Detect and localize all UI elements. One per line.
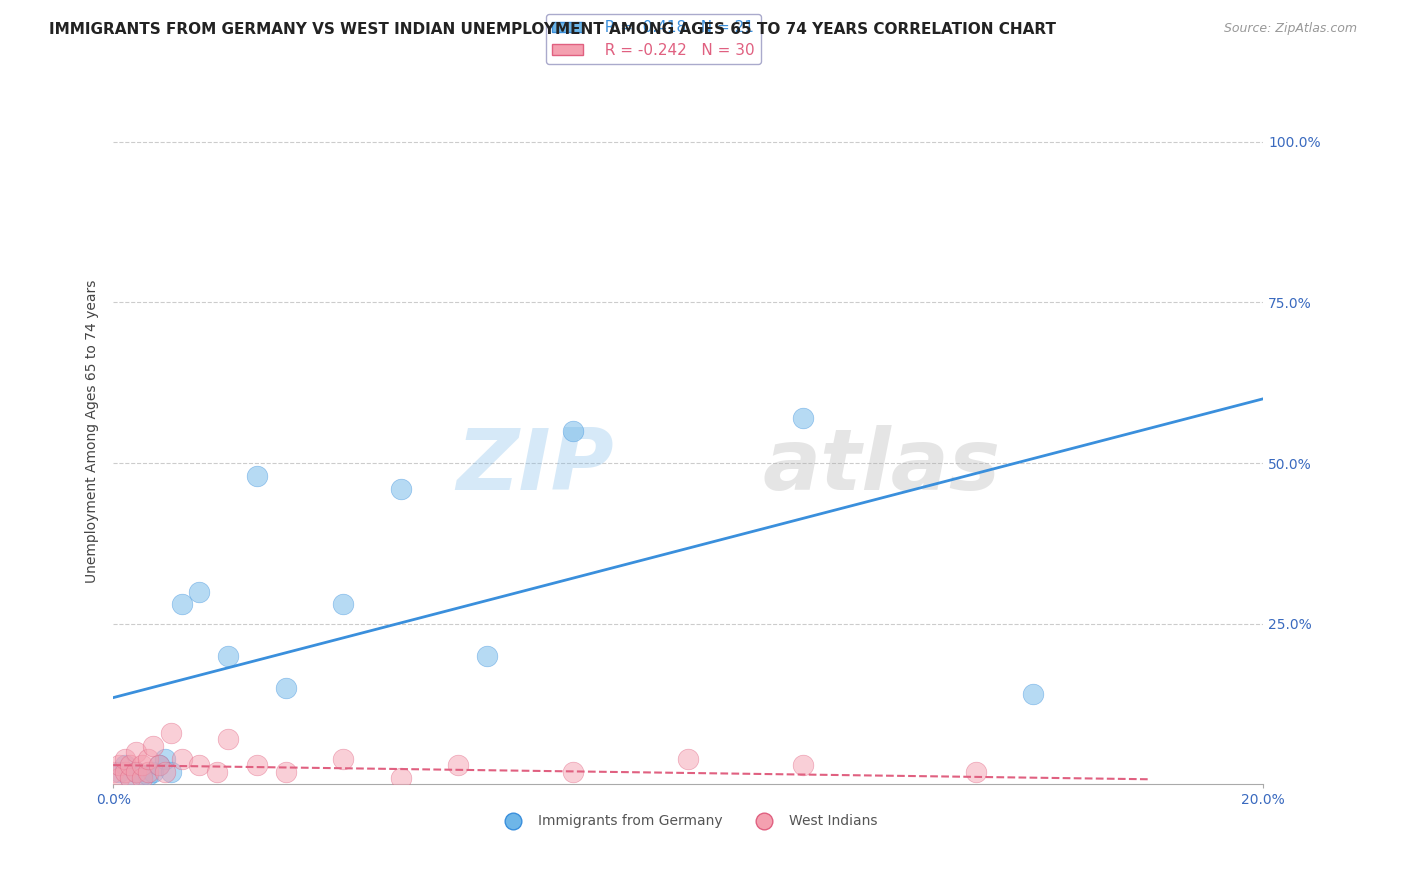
- Point: [274, 764, 297, 779]
- Point: [131, 771, 153, 785]
- Point: [120, 771, 142, 785]
- Point: [246, 758, 269, 772]
- Point: [131, 758, 153, 772]
- Point: [792, 411, 814, 425]
- Point: [153, 752, 176, 766]
- Point: [274, 681, 297, 695]
- Point: [332, 752, 354, 766]
- Text: ZIP: ZIP: [456, 425, 613, 508]
- Point: [148, 758, 170, 772]
- Point: [188, 758, 211, 772]
- Text: atlas: atlas: [763, 425, 1001, 508]
- Point: [172, 752, 194, 766]
- Point: [389, 771, 412, 785]
- Legend: Immigrants from Germany, West Indians: Immigrants from Germany, West Indians: [494, 809, 883, 834]
- Point: [475, 648, 498, 663]
- Point: [108, 764, 131, 779]
- Point: [217, 732, 239, 747]
- Point: [114, 758, 136, 772]
- Point: [447, 758, 470, 772]
- Point: [153, 764, 176, 779]
- Point: [792, 758, 814, 772]
- Point: [159, 764, 181, 779]
- Point: [148, 758, 170, 772]
- Point: [246, 469, 269, 483]
- Point: [332, 598, 354, 612]
- Point: [562, 424, 585, 438]
- Point: [965, 764, 987, 779]
- Point: [142, 739, 165, 753]
- Point: [125, 764, 148, 779]
- Point: [136, 752, 159, 766]
- Point: [217, 648, 239, 663]
- Point: [125, 764, 148, 779]
- Point: [120, 758, 142, 772]
- Point: [159, 726, 181, 740]
- Point: [114, 752, 136, 766]
- Point: [136, 764, 159, 779]
- Point: [125, 745, 148, 759]
- Point: [188, 584, 211, 599]
- Point: [136, 768, 159, 782]
- Point: [205, 764, 228, 779]
- Point: [172, 598, 194, 612]
- Point: [108, 758, 131, 772]
- Point: [114, 764, 136, 779]
- Text: Source: ZipAtlas.com: Source: ZipAtlas.com: [1223, 22, 1357, 36]
- Point: [120, 771, 142, 785]
- Text: IMMIGRANTS FROM GERMANY VS WEST INDIAN UNEMPLOYMENT AMONG AGES 65 TO 74 YEARS CO: IMMIGRANTS FROM GERMANY VS WEST INDIAN U…: [49, 22, 1056, 37]
- Point: [389, 482, 412, 496]
- Point: [131, 768, 153, 782]
- Point: [103, 764, 125, 779]
- Point: [1022, 687, 1045, 701]
- Point: [562, 764, 585, 779]
- Y-axis label: Unemployment Among Ages 65 to 74 years: Unemployment Among Ages 65 to 74 years: [86, 279, 100, 582]
- Point: [676, 752, 699, 766]
- Point: [108, 771, 131, 785]
- Point: [142, 764, 165, 779]
